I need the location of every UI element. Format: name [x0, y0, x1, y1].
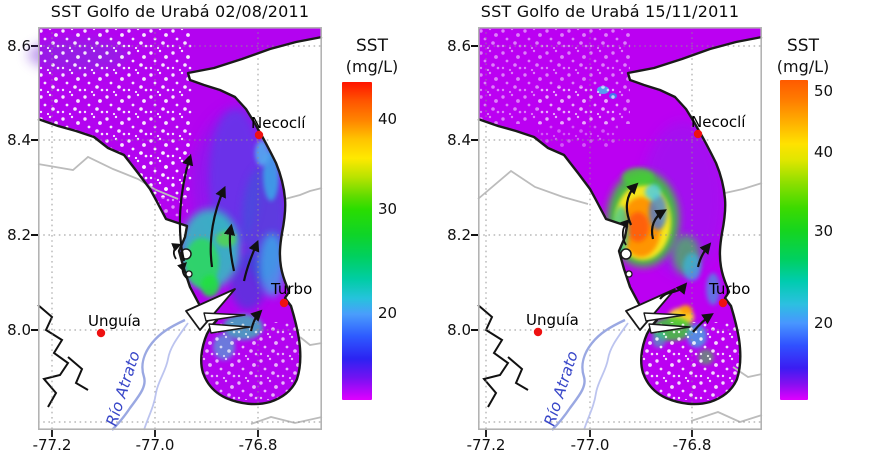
coastline [37, 35, 323, 406]
y-axis-tick-label: 8.4 [7, 131, 31, 149]
colorbar-tick-label: 30 [814, 222, 834, 240]
y-axis-tick-label: 8.2 [7, 226, 31, 244]
panel-title: SST Golfo de Urabá 15/11/2011 [480, 2, 740, 21]
map-frame [38, 27, 322, 430]
y-axis-tick-mark [471, 329, 478, 331]
y-axis-tick-label: 8.4 [447, 131, 471, 149]
city-marker-turbo [718, 298, 728, 308]
city-label-necocli: Necoclí [251, 114, 306, 132]
map-frame [478, 27, 762, 430]
panel-title: SST Golfo de Urabá 02/08/2011 [50, 2, 310, 21]
colorbar-title: SST [356, 36, 388, 56]
admin-boundary [37, 155, 323, 425]
y-axis-tick-label: 8.6 [447, 37, 471, 55]
y-axis-tick-label: 8.0 [7, 321, 31, 339]
map-right: Necoclí Turbo Unguía Río Atrato [477, 27, 763, 437]
x-axis-tick-label: -77.2 [466, 436, 506, 454]
colorbar-tick-label: 50 [814, 82, 834, 100]
city-label-turbo: Turbo [270, 280, 312, 298]
panel-right: SST Golfo de Urabá 15/11/2011 8.6 8.4 8.… [440, 0, 873, 457]
y-axis-tick-mark [471, 45, 478, 47]
colorbar-tick-label: 20 [378, 304, 398, 322]
coastline [477, 35, 763, 406]
colorbar-units: (mg/L) [345, 57, 399, 76]
grid-lines [478, 27, 762, 430]
x-axis-tick-mark [485, 430, 693, 437]
y-axis-tick-mark [31, 234, 38, 236]
colorbar-title: SST [787, 36, 819, 56]
colorbar-tick-label: 40 [814, 143, 834, 161]
atrato-delta [180, 248, 251, 334]
x-axis-tick-mark [51, 430, 259, 437]
flow-arrows [620, 182, 714, 333]
atrato-delta [620, 248, 691, 334]
city-marker-necocli [693, 129, 703, 139]
y-axis-tick-mark [31, 45, 38, 47]
city-label-necocli: Necoclí [691, 113, 746, 131]
city-label-unguia: Unguía [88, 312, 141, 330]
colorbar-units: (mg/L) [776, 57, 830, 76]
river [551, 318, 629, 431]
city-marker-unguia [96, 328, 106, 338]
city-label-unguia: Unguía [526, 311, 579, 329]
admin-boundary [477, 169, 763, 423]
flow-arrows [171, 153, 263, 332]
river [111, 318, 189, 431]
colorbar-gradient [342, 82, 372, 400]
y-axis-tick-label: 8.6 [7, 37, 31, 55]
panel-left: SST Golfo de Urabá 02/08/2011 8.6 8.4 8.… [0, 0, 436, 457]
x-axis-tick-label: -76.8 [238, 436, 278, 454]
y-axis-tick-mark [31, 139, 38, 141]
inland-ridge [37, 304, 89, 408]
colorbar-tick-label: 20 [814, 314, 834, 332]
city-marker-turbo [279, 298, 289, 308]
city-marker-necocli [254, 130, 264, 140]
city-marker-unguia [533, 327, 543, 337]
colorbar-tick-label: 30 [378, 200, 398, 218]
x-axis-tick-label: -77.2 [32, 436, 72, 454]
inland-ridge [477, 304, 529, 408]
y-axis-tick-mark [471, 234, 478, 236]
city-label-turbo: Turbo [708, 280, 750, 298]
land [478, 37, 762, 430]
x-axis-tick-label: -77.0 [135, 436, 175, 454]
y-axis-tick-label: 8.2 [447, 226, 471, 244]
colorbar-tick-label: 40 [378, 110, 398, 128]
map-left: Necoclí Turbo Unguía Río Atrato [28, 27, 323, 437]
colorbar-gradient [780, 80, 808, 400]
y-axis-tick-mark [471, 139, 478, 141]
y-axis-tick-label: 8.0 [447, 321, 471, 339]
y-axis-tick-mark [31, 329, 38, 331]
x-axis-tick-label: -76.8 [672, 436, 712, 454]
x-axis-tick-label: -77.0 [570, 436, 610, 454]
